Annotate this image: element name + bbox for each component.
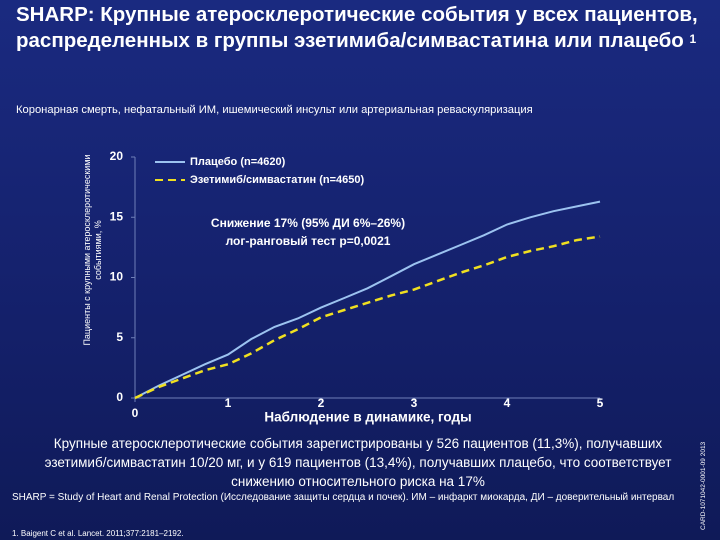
x-axis-label: Наблюдение в динамике, годы: [264, 410, 471, 425]
series-line: [134, 200, 601, 399]
title-text: SHARP: Крупные атеросклеротические событ…: [16, 3, 698, 52]
y-tick-label: 10: [110, 270, 124, 284]
annotation: лог-ранговый тест p=0,0021: [226, 234, 391, 248]
legend-label: Плацебо (n=4620): [190, 156, 286, 168]
x-tick-label: 3: [411, 396, 418, 410]
y-tick-label: 15: [110, 209, 124, 223]
reference: 1. Baigent C et al. Lancet. 2011;377:218…: [12, 529, 184, 538]
x-tick-label: 0: [132, 406, 139, 420]
x-tick-label: 5: [597, 396, 604, 410]
series-line: [134, 235, 601, 400]
legend-label: Эзетимиб/симвастатин (n=4650): [190, 174, 365, 186]
y-tick-label: 5: [116, 330, 123, 344]
x-tick-label: 4: [504, 396, 511, 410]
x-tick-label: 2: [318, 396, 325, 410]
x-tick-label: 1: [225, 396, 232, 410]
title: SHARP: Крупные атеросклеротические событ…: [16, 2, 706, 54]
y-tick-label: 0: [116, 390, 123, 404]
subtitle: Коронарная смерть, нефатальный ИМ, ишеми…: [16, 104, 533, 116]
title-note: 1: [689, 32, 697, 46]
annotation: Снижение 17% (95% ДИ 6%–26%): [211, 216, 405, 230]
footnote: SHARP = Study of Heart and Renal Protect…: [12, 492, 675, 503]
summary: Крупные атеросклеротические события заре…: [44, 436, 672, 489]
y-tick-label: 20: [110, 149, 124, 163]
